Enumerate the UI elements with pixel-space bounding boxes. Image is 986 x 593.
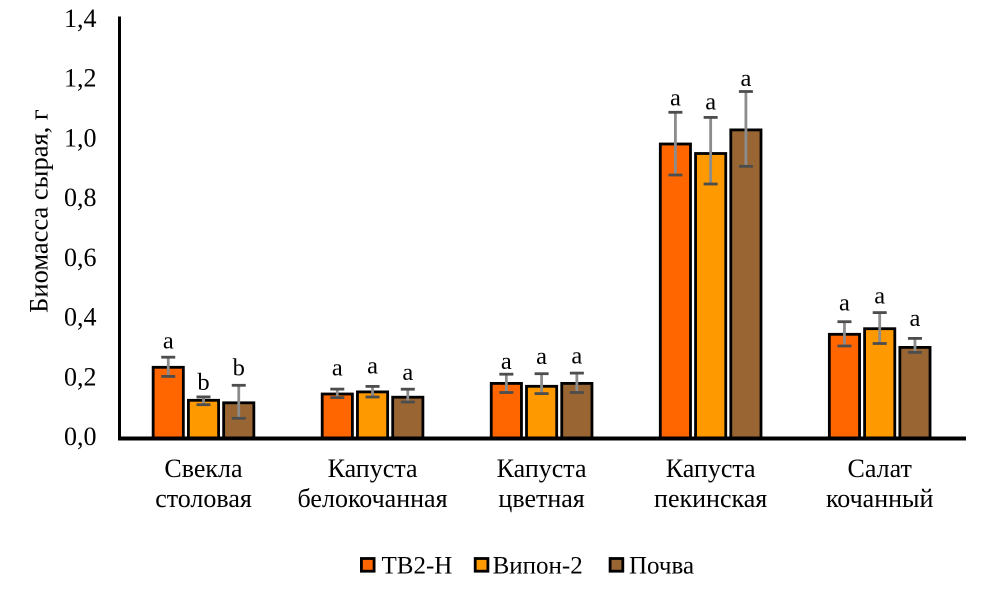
svg-text:0,8: 0,8 bbox=[64, 183, 97, 212]
svg-text:a: a bbox=[705, 89, 716, 116]
svg-text:Биомасса сырая, г: Биомасса сырая, г bbox=[24, 109, 54, 313]
svg-text:a: a bbox=[332, 354, 343, 381]
svg-text:1,4: 1,4 bbox=[64, 4, 97, 33]
svg-text:Свекла: Свекла bbox=[164, 454, 243, 483]
svg-text:Почва: Почва bbox=[629, 553, 694, 580]
svg-text:b: b bbox=[197, 369, 209, 396]
svg-text:Капуста: Капуста bbox=[497, 454, 587, 483]
svg-text:a: a bbox=[910, 305, 921, 332]
svg-text:пекинская: пекинская bbox=[654, 484, 767, 513]
svg-text:Капуста: Капуста bbox=[666, 454, 756, 483]
svg-text:кочанный: кочанный bbox=[826, 484, 934, 513]
svg-text:a: a bbox=[839, 290, 850, 317]
svg-text:a: a bbox=[163, 328, 174, 355]
svg-text:b: b bbox=[233, 355, 245, 382]
svg-text:a: a bbox=[501, 348, 512, 375]
svg-text:столовая: столовая bbox=[155, 484, 252, 513]
svg-text:белокочанная: белокочанная bbox=[298, 484, 448, 513]
svg-text:a: a bbox=[402, 359, 413, 386]
svg-text:a: a bbox=[367, 353, 378, 380]
svg-text:a: a bbox=[536, 343, 547, 370]
svg-text:0,6: 0,6 bbox=[64, 243, 97, 272]
svg-text:a: a bbox=[571, 342, 582, 369]
svg-text:1,0: 1,0 bbox=[64, 123, 97, 152]
svg-text:0,2: 0,2 bbox=[64, 362, 97, 391]
svg-text:a: a bbox=[670, 85, 681, 112]
svg-text:цветная: цветная bbox=[498, 484, 584, 513]
svg-text:Салат: Салат bbox=[848, 454, 912, 483]
svg-text:Капуста: Капуста bbox=[328, 454, 418, 483]
svg-text:1,2: 1,2 bbox=[64, 64, 97, 93]
svg-text:a: a bbox=[874, 283, 885, 310]
svg-text:0,4: 0,4 bbox=[64, 303, 97, 332]
svg-text:Випон-2: Випон-2 bbox=[493, 553, 583, 580]
svg-text:ТВ2-Н: ТВ2-Н bbox=[382, 553, 453, 580]
svg-text:0,0: 0,0 bbox=[64, 422, 97, 451]
svg-text:a: a bbox=[740, 65, 751, 92]
